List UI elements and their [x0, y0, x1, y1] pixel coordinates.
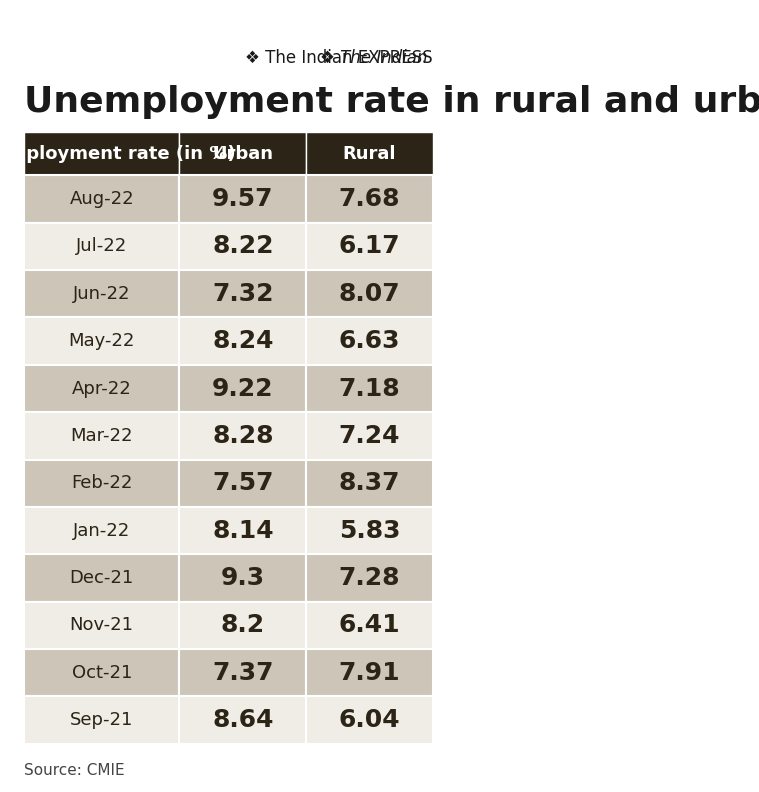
- FancyBboxPatch shape: [24, 412, 179, 459]
- FancyBboxPatch shape: [306, 696, 433, 744]
- FancyBboxPatch shape: [24, 175, 179, 223]
- FancyBboxPatch shape: [306, 132, 433, 175]
- Text: 8.07: 8.07: [339, 282, 401, 306]
- Text: 8.22: 8.22: [212, 234, 273, 258]
- FancyBboxPatch shape: [306, 365, 433, 412]
- Text: 6.63: 6.63: [339, 329, 401, 353]
- Text: 7.18: 7.18: [339, 376, 401, 401]
- FancyBboxPatch shape: [24, 602, 179, 649]
- Text: ❖ The Indian: ❖ The Indian: [320, 49, 433, 67]
- FancyBboxPatch shape: [179, 318, 306, 365]
- FancyBboxPatch shape: [24, 459, 179, 507]
- FancyBboxPatch shape: [306, 649, 433, 696]
- Text: 8.2: 8.2: [221, 613, 265, 638]
- FancyBboxPatch shape: [179, 175, 306, 223]
- FancyBboxPatch shape: [179, 459, 306, 507]
- FancyBboxPatch shape: [306, 270, 433, 318]
- FancyBboxPatch shape: [179, 649, 306, 696]
- FancyBboxPatch shape: [306, 602, 433, 649]
- FancyBboxPatch shape: [306, 223, 433, 270]
- Text: 8.14: 8.14: [212, 519, 274, 543]
- Text: Mar-22: Mar-22: [71, 427, 133, 445]
- FancyBboxPatch shape: [24, 554, 179, 602]
- Text: May-22: May-22: [68, 332, 135, 350]
- FancyBboxPatch shape: [24, 649, 179, 696]
- Text: Oct-21: Oct-21: [71, 664, 132, 682]
- FancyBboxPatch shape: [179, 554, 306, 602]
- Text: 8.37: 8.37: [339, 471, 401, 495]
- FancyBboxPatch shape: [179, 223, 306, 270]
- Text: 7.32: 7.32: [212, 282, 273, 306]
- Text: 8.28: 8.28: [212, 424, 273, 447]
- Text: 8.24: 8.24: [212, 329, 273, 353]
- Text: Sep-21: Sep-21: [70, 711, 134, 729]
- Text: Urban: Urban: [213, 145, 273, 162]
- FancyBboxPatch shape: [179, 270, 306, 318]
- Text: Unemployment rate (in %): Unemployment rate (in %): [0, 145, 235, 162]
- Text: ❖ The Indian EXPRESS: ❖ The Indian EXPRESS: [245, 49, 433, 67]
- Text: 9.57: 9.57: [212, 187, 273, 211]
- FancyBboxPatch shape: [24, 365, 179, 412]
- Text: 7.57: 7.57: [212, 471, 273, 495]
- Text: Source: CMIE: Source: CMIE: [24, 763, 124, 779]
- Text: 6.17: 6.17: [339, 234, 401, 258]
- FancyBboxPatch shape: [24, 696, 179, 744]
- FancyBboxPatch shape: [24, 507, 179, 554]
- Text: Unemployment rate in rural and urban India: Unemployment rate in rural and urban Ind…: [24, 85, 759, 119]
- FancyBboxPatch shape: [24, 223, 179, 270]
- Text: 7.68: 7.68: [339, 187, 401, 211]
- Text: Feb-22: Feb-22: [71, 474, 132, 492]
- Text: Dec-21: Dec-21: [70, 569, 134, 587]
- FancyBboxPatch shape: [306, 412, 433, 459]
- FancyBboxPatch shape: [306, 175, 433, 223]
- Text: 7.91: 7.91: [339, 661, 401, 684]
- FancyBboxPatch shape: [306, 554, 433, 602]
- Text: Jan-22: Jan-22: [73, 522, 131, 539]
- Text: 5.83: 5.83: [339, 519, 401, 543]
- Text: 7.28: 7.28: [339, 566, 401, 590]
- Text: Jun-22: Jun-22: [73, 285, 131, 303]
- FancyBboxPatch shape: [306, 459, 433, 507]
- Text: 8.64: 8.64: [212, 708, 273, 732]
- FancyBboxPatch shape: [306, 507, 433, 554]
- FancyBboxPatch shape: [179, 507, 306, 554]
- Text: 7.37: 7.37: [212, 661, 273, 684]
- Text: 6.04: 6.04: [339, 708, 401, 732]
- FancyBboxPatch shape: [179, 602, 306, 649]
- FancyBboxPatch shape: [24, 318, 179, 365]
- FancyBboxPatch shape: [24, 132, 179, 175]
- Text: 7.24: 7.24: [339, 424, 401, 447]
- FancyBboxPatch shape: [179, 365, 306, 412]
- Text: 9.3: 9.3: [221, 566, 265, 590]
- Text: Nov-21: Nov-21: [70, 616, 134, 634]
- Text: 6.41: 6.41: [339, 613, 401, 638]
- FancyBboxPatch shape: [179, 132, 306, 175]
- Text: Rural: Rural: [343, 145, 396, 162]
- FancyBboxPatch shape: [24, 270, 179, 318]
- FancyBboxPatch shape: [179, 696, 306, 744]
- FancyBboxPatch shape: [179, 412, 306, 459]
- Text: Jul-22: Jul-22: [76, 238, 128, 256]
- Text: 9.22: 9.22: [212, 376, 273, 401]
- Text: Apr-22: Apr-22: [72, 379, 131, 398]
- FancyBboxPatch shape: [306, 318, 433, 365]
- Text: Aug-22: Aug-22: [69, 190, 134, 208]
